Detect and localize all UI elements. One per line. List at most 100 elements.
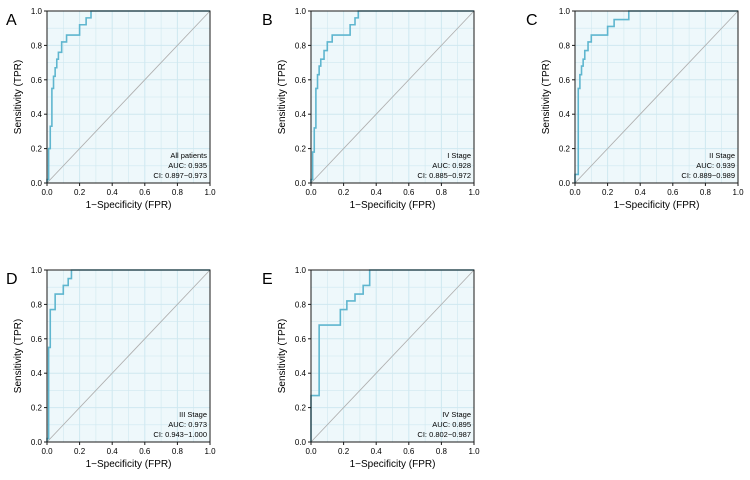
diagonal-reference-line (46, 269, 211, 443)
panel-label: E (262, 271, 273, 288)
diagonal-reference-line (46, 10, 211, 184)
plot-frame (574, 10, 739, 184)
roc-panel-b: B 0.0 0.2 0.4 0.6 0.8 1.0 0.0 0.2 0.4 0.6 0.8 1.0 1−S… (262, 7, 480, 211)
y-tick-label: 0.4 (559, 110, 571, 119)
y-tick-label: 0.0 (31, 438, 43, 447)
x-tick-label: 0.4 (371, 447, 383, 456)
auc-annotation-line: CI: 0.885−0.972 (417, 171, 471, 180)
y-tick-label: 0.2 (559, 145, 571, 154)
x-axis-label: 1−Specificity (FPR) (86, 200, 172, 211)
auc-annotation-line: AUC: 0.973 (168, 420, 207, 429)
y-tick-label: 0.0 (295, 179, 307, 188)
x-tick-label: 0.0 (305, 188, 317, 197)
roc-panel-c: C 0.0 0.2 0.4 0.6 0.8 1.0 0.0 0.2 0.4 0.6 0.8 1.0 1−S… (526, 7, 744, 211)
y-tick-label: 0.8 (31, 41, 43, 50)
roc-panel-e: E 0.0 0.2 0.4 0.6 0.8 1.0 0.0 0.2 0.4 0.6 0.8 1.0 1−S… (262, 266, 480, 470)
y-axis-label: Sensitivity (TPR) (541, 60, 552, 134)
x-tick-label: 0.8 (172, 447, 184, 456)
panel-label: A (6, 12, 17, 29)
x-tick-label: 0.6 (403, 447, 415, 456)
y-tick-label: 0.2 (295, 145, 307, 154)
x-tick-label: 0.6 (667, 188, 679, 197)
auc-annotation-line: IV Stage (442, 410, 471, 419)
x-tick-label: 0.2 (602, 188, 614, 197)
auc-annotation-line: CI: 0.889−0.989 (681, 171, 735, 180)
x-tick-label: 0.2 (74, 188, 86, 197)
x-tick-label: 0.4 (107, 447, 119, 456)
y-tick-label: 0.6 (31, 335, 43, 344)
x-tick-label: 0.4 (107, 188, 119, 197)
y-axis-label: Sensitivity (TPR) (13, 319, 24, 393)
x-tick-label: 1.0 (468, 188, 480, 197)
x-tick-label: 0.8 (172, 188, 184, 197)
x-tick-label: 0.0 (569, 188, 581, 197)
auc-annotation-line: I Stage (447, 151, 471, 160)
auc-annotation-line: II Stage (709, 151, 735, 160)
y-axis-label: Sensitivity (TPR) (13, 60, 24, 134)
y-tick-label: 0.0 (31, 179, 43, 188)
x-tick-label: 1.0 (204, 447, 216, 456)
y-tick-label: 0.8 (295, 300, 307, 309)
x-tick-label: 0.8 (436, 188, 448, 197)
y-axis-label: Sensitivity (TPR) (277, 60, 288, 134)
y-tick-label: 0.4 (295, 369, 307, 378)
auc-annotation-line: AUC: 0.928 (432, 161, 471, 170)
x-axis-label: 1−Specificity (FPR) (86, 459, 172, 470)
x-tick-label: 1.0 (468, 447, 480, 456)
auc-annotation-line: CI: 0.802−0.987 (417, 430, 471, 439)
y-tick-label: 0.0 (295, 438, 307, 447)
y-tick-label: 0.6 (31, 76, 43, 85)
roc-panel-a: A 0.0 0.2 0.4 0.6 0.8 1.0 0.0 0.2 0.4 0.6 0.8 1.0 1−S… (6, 7, 216, 211)
x-tick-label: 0.8 (700, 188, 712, 197)
y-tick-label: 1.0 (559, 7, 571, 16)
plot-frame (46, 269, 211, 443)
x-tick-label: 0.2 (74, 447, 86, 456)
diagonal-reference-line (574, 10, 739, 184)
roc-curve-series-0 (46, 10, 210, 183)
y-tick-label: 0.8 (559, 41, 571, 50)
plot-frame (310, 269, 475, 443)
y-tick-label: 1.0 (31, 7, 43, 16)
roc-curve-series-0 (310, 269, 474, 442)
panel-label: C (526, 12, 538, 29)
y-tick-label: 0.2 (31, 404, 43, 413)
y-tick-label: 0.6 (295, 76, 307, 85)
x-tick-label: 0.6 (139, 447, 151, 456)
x-axis-label: 1−Specificity (FPR) (350, 459, 436, 470)
panel-label: B (262, 12, 273, 29)
y-tick-label: 0.6 (559, 76, 571, 85)
roc-curve-series-0 (574, 10, 738, 183)
auc-annotation-line: CI: 0.897−0.973 (153, 171, 207, 180)
panel-label: D (6, 271, 18, 288)
diagonal-reference-line (310, 10, 475, 184)
x-tick-label: 0.6 (403, 188, 415, 197)
auc-annotation-line: AUC: 0.895 (432, 420, 471, 429)
y-tick-label: 1.0 (295, 7, 307, 16)
plot-frame (310, 10, 475, 184)
x-tick-label: 0.4 (635, 188, 647, 197)
y-tick-label: 0.2 (31, 145, 43, 154)
x-tick-label: 0.0 (41, 447, 53, 456)
y-tick-label: 0.8 (31, 300, 43, 309)
x-tick-label: 1.0 (732, 188, 744, 197)
y-tick-label: 0.4 (31, 369, 43, 378)
auc-annotation-line: AUC: 0.939 (696, 161, 735, 170)
y-tick-label: 1.0 (295, 266, 307, 275)
y-tick-label: 0.4 (31, 110, 43, 119)
y-tick-label: 0.0 (559, 179, 571, 188)
y-tick-label: 0.8 (295, 41, 307, 50)
roc-panel-d: D 0.0 0.2 0.4 0.6 0.8 1.0 0.0 0.2 0.4 0.6 0.8 1.0 1−S… (6, 266, 216, 470)
x-tick-label: 0.4 (371, 188, 383, 197)
auc-annotation-line: AUC: 0.935 (168, 161, 207, 170)
y-axis-label: Sensitivity (TPR) (277, 319, 288, 393)
x-tick-label: 0.0 (305, 447, 317, 456)
plot-frame (46, 10, 211, 184)
x-tick-label: 0.2 (338, 447, 350, 456)
diagonal-reference-line (310, 269, 475, 443)
x-axis-label: 1−Specificity (FPR) (350, 200, 436, 211)
y-tick-label: 0.6 (295, 335, 307, 344)
x-tick-label: 0.6 (139, 188, 151, 197)
y-tick-label: 0.4 (295, 110, 307, 119)
y-tick-label: 1.0 (31, 266, 43, 275)
x-tick-label: 1.0 (204, 188, 216, 197)
